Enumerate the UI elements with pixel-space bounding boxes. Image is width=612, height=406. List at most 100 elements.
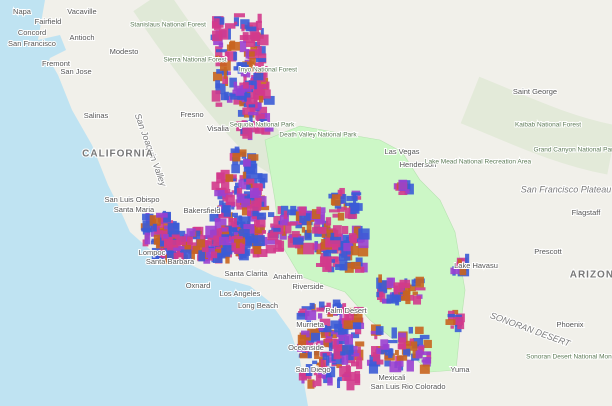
patch xyxy=(358,237,369,249)
patch xyxy=(218,42,224,48)
patch xyxy=(253,102,262,109)
patch xyxy=(384,360,391,367)
patch xyxy=(229,41,240,51)
patch xyxy=(331,241,339,254)
patch xyxy=(215,49,228,53)
patch xyxy=(297,242,304,255)
place-label: Anaheim xyxy=(273,272,303,281)
patch xyxy=(227,240,238,246)
patch xyxy=(156,212,168,218)
patch xyxy=(142,213,154,221)
patch xyxy=(235,85,245,96)
place-label: Lake Havasu xyxy=(454,261,498,270)
patch xyxy=(255,216,266,228)
patch xyxy=(257,13,262,23)
patch xyxy=(354,326,362,335)
patch xyxy=(242,127,252,139)
patch xyxy=(337,189,343,197)
patch xyxy=(215,55,220,61)
patch xyxy=(298,206,306,216)
patch xyxy=(316,212,326,224)
patch xyxy=(248,104,256,108)
patch xyxy=(350,245,359,256)
patch xyxy=(196,239,206,248)
place-label: Inyo National Forest xyxy=(239,67,297,74)
place-label: Riverside xyxy=(292,282,323,291)
patch xyxy=(212,30,223,42)
place-label: Oceanside xyxy=(288,343,324,352)
patch xyxy=(224,243,236,248)
patch xyxy=(283,210,288,219)
patch xyxy=(261,230,267,234)
patch xyxy=(354,306,364,311)
patch xyxy=(316,307,325,312)
patch xyxy=(337,328,349,335)
place-label: Santa Maria xyxy=(114,205,155,214)
patch xyxy=(232,152,241,162)
patch xyxy=(347,307,356,312)
patch xyxy=(270,223,274,228)
patch xyxy=(394,349,399,356)
patch xyxy=(337,376,342,382)
patch xyxy=(246,184,251,190)
habitat-patches xyxy=(140,13,470,391)
patch xyxy=(223,66,227,79)
patch xyxy=(198,250,206,262)
patch xyxy=(337,212,345,221)
patch xyxy=(309,302,315,310)
patch xyxy=(215,83,226,95)
place-label: Fremont xyxy=(42,59,71,68)
patch xyxy=(245,26,257,32)
patch xyxy=(385,348,394,356)
patch xyxy=(324,328,329,337)
place-label: Sierra National Forest xyxy=(163,57,226,64)
patch xyxy=(209,244,215,250)
patch xyxy=(243,75,247,86)
place-label: ARIZONA xyxy=(570,270,612,281)
patch xyxy=(261,83,269,89)
patch xyxy=(375,326,384,335)
patch xyxy=(173,252,184,261)
patch xyxy=(258,95,264,103)
patch xyxy=(239,35,249,41)
patch xyxy=(221,245,233,255)
patch xyxy=(247,22,258,31)
patch xyxy=(405,299,411,305)
patch xyxy=(322,353,327,360)
patch xyxy=(263,95,275,105)
patch xyxy=(297,334,307,347)
patch xyxy=(328,341,333,352)
patch xyxy=(215,80,221,89)
place-label: San Francisco Plateau xyxy=(521,184,612,194)
patch xyxy=(168,239,179,248)
patch xyxy=(232,212,238,217)
patch xyxy=(312,380,316,388)
patch xyxy=(253,72,264,81)
patch xyxy=(339,241,344,248)
patch xyxy=(233,232,239,236)
patch xyxy=(453,316,464,325)
patch xyxy=(426,351,432,359)
patch xyxy=(389,361,402,373)
place-label: Las Vegas xyxy=(384,147,419,156)
patch xyxy=(246,233,255,242)
patch xyxy=(240,19,250,29)
place-label: Murrieta xyxy=(296,320,324,329)
patch xyxy=(379,292,386,303)
place-label: Sonoran Desert National Monument xyxy=(526,354,612,361)
patch xyxy=(325,217,332,226)
patch xyxy=(307,379,315,389)
patch xyxy=(183,233,188,238)
patch xyxy=(236,121,245,132)
patch xyxy=(267,239,279,245)
patch xyxy=(412,338,424,349)
patch xyxy=(356,357,363,370)
patch xyxy=(415,276,424,288)
patch xyxy=(151,251,164,264)
patch xyxy=(351,192,362,196)
patch xyxy=(153,234,160,245)
patch xyxy=(376,347,381,354)
patch xyxy=(242,82,249,89)
patch xyxy=(258,46,266,56)
patch xyxy=(348,233,356,242)
